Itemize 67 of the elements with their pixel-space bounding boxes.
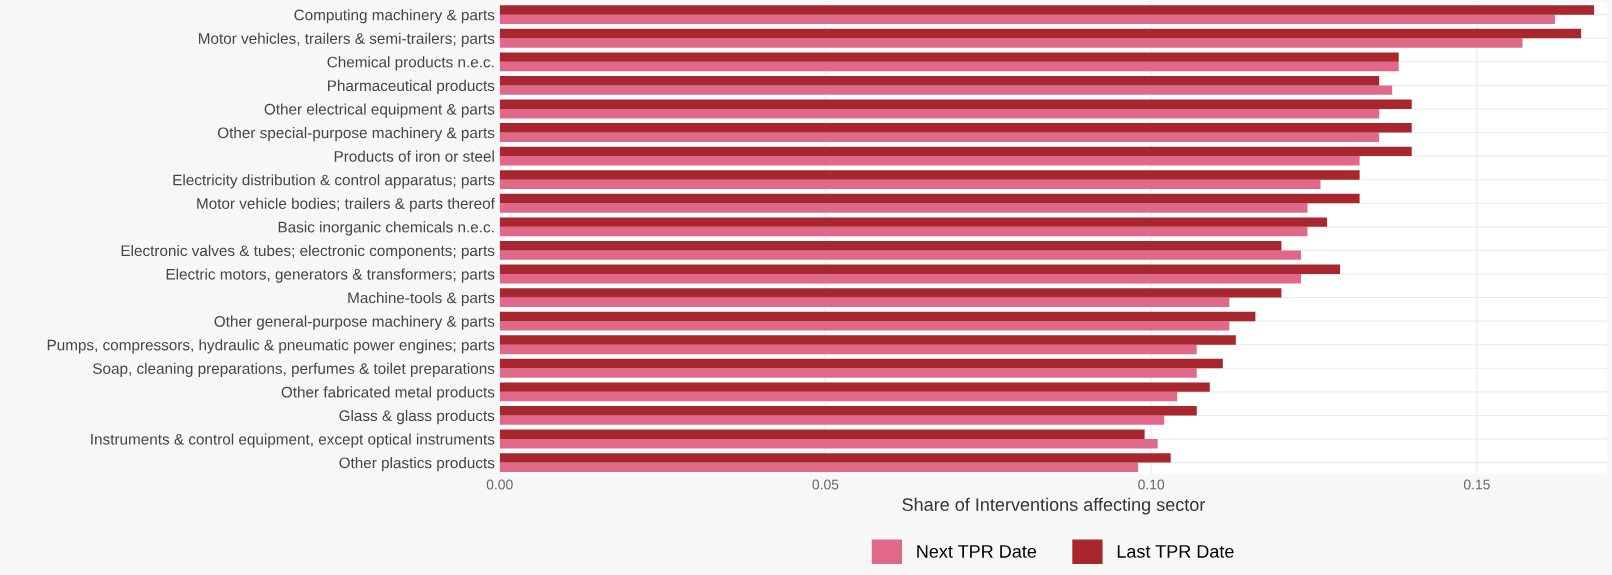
y-tick-label: Motor vehicles, trailers & semi-trailers; parts (198, 32, 495, 47)
bar (499, 344, 1197, 355)
bar (499, 391, 1178, 402)
y-tick-label: Pharmaceutical products (327, 79, 495, 95)
bar (499, 123, 1412, 133)
bar (499, 462, 1139, 473)
bar (499, 226, 1308, 237)
bar (499, 264, 1341, 274)
bar (499, 382, 1210, 392)
y-tick-label: Other special-purpose machinery & parts (217, 127, 495, 142)
y-tick-label: Electronic valves & tubes; electronic components; parts (121, 244, 495, 260)
x-tick-label: 0.15 (1463, 479, 1490, 490)
legend-label: Last TPR Date (1117, 545, 1234, 558)
bar (499, 193, 1360, 204)
x-tick-label: 0.00 (486, 479, 513, 490)
bar (499, 453, 1171, 463)
legend-label: Next TPR Date (917, 545, 1037, 558)
bar (499, 429, 1145, 440)
x-tick-label: 0.05 (812, 479, 839, 490)
y-tick-label: Instruments & control equipment, except optical instruments (91, 433, 495, 448)
y-tick-label: Machine-tools & parts (348, 292, 495, 307)
bar (499, 99, 1412, 109)
bar (499, 146, 1412, 157)
bar (499, 170, 1360, 180)
bar (499, 439, 1158, 449)
bar (499, 321, 1230, 331)
bar (499, 297, 1230, 307)
bar (499, 250, 1301, 260)
bar (499, 75, 1380, 86)
bar (499, 368, 1197, 378)
bar (499, 132, 1380, 142)
y-tick-label: Other plastics products (339, 457, 495, 472)
bar (499, 14, 1556, 25)
bar (499, 156, 1360, 166)
bar (499, 203, 1308, 213)
y-tick-label: Computing machinery & parts (294, 9, 495, 24)
bar (499, 358, 1223, 369)
y-tick-label: Pumps, compressors, hydraulic & pneumatic power engines; parts (47, 339, 495, 354)
bar (499, 61, 1399, 72)
y-tick-label: Electric motors, generators & transformers; parts (166, 268, 495, 283)
y-tick-label: Chemical products n.e.c. (327, 56, 494, 71)
y-tick-label: Products of iron or steel (334, 150, 494, 162)
bar (499, 240, 1282, 251)
bar (499, 288, 1282, 298)
bar (499, 28, 1582, 39)
y-tick-label: Basic inorganic chemicals n.e.c. (278, 221, 494, 236)
bar (499, 217, 1328, 227)
bar (499, 406, 1197, 416)
x-tick-label: 0.10 (1138, 479, 1165, 490)
y-tick-label: Other electrical equipment & parts (264, 103, 495, 118)
y-tick-label: Other general-purpose machinery & parts (214, 315, 495, 330)
y-tick-label: Electricity distribution & control apparatus; parts (173, 174, 495, 189)
y-tick-label: Other fabricated metal products (281, 386, 495, 401)
bar (499, 311, 1256, 322)
bar (499, 38, 1523, 48)
x-axis-title: Share of Interventions affecting sector (902, 497, 1206, 515)
bar (499, 108, 1380, 119)
y-tick-label: Motor vehicle bodies; trailers & parts thereof (197, 197, 495, 212)
bar (499, 415, 1165, 425)
y-tick-label: Glass & glass products (339, 409, 495, 425)
bar (499, 85, 1393, 95)
y-tick-label: Soap, cleaning preparations, perfumes & toilet preparations (93, 362, 495, 377)
bar (499, 5, 1595, 15)
bar (499, 273, 1301, 284)
bar (499, 52, 1399, 62)
bar (499, 179, 1321, 190)
bar (499, 335, 1236, 345)
